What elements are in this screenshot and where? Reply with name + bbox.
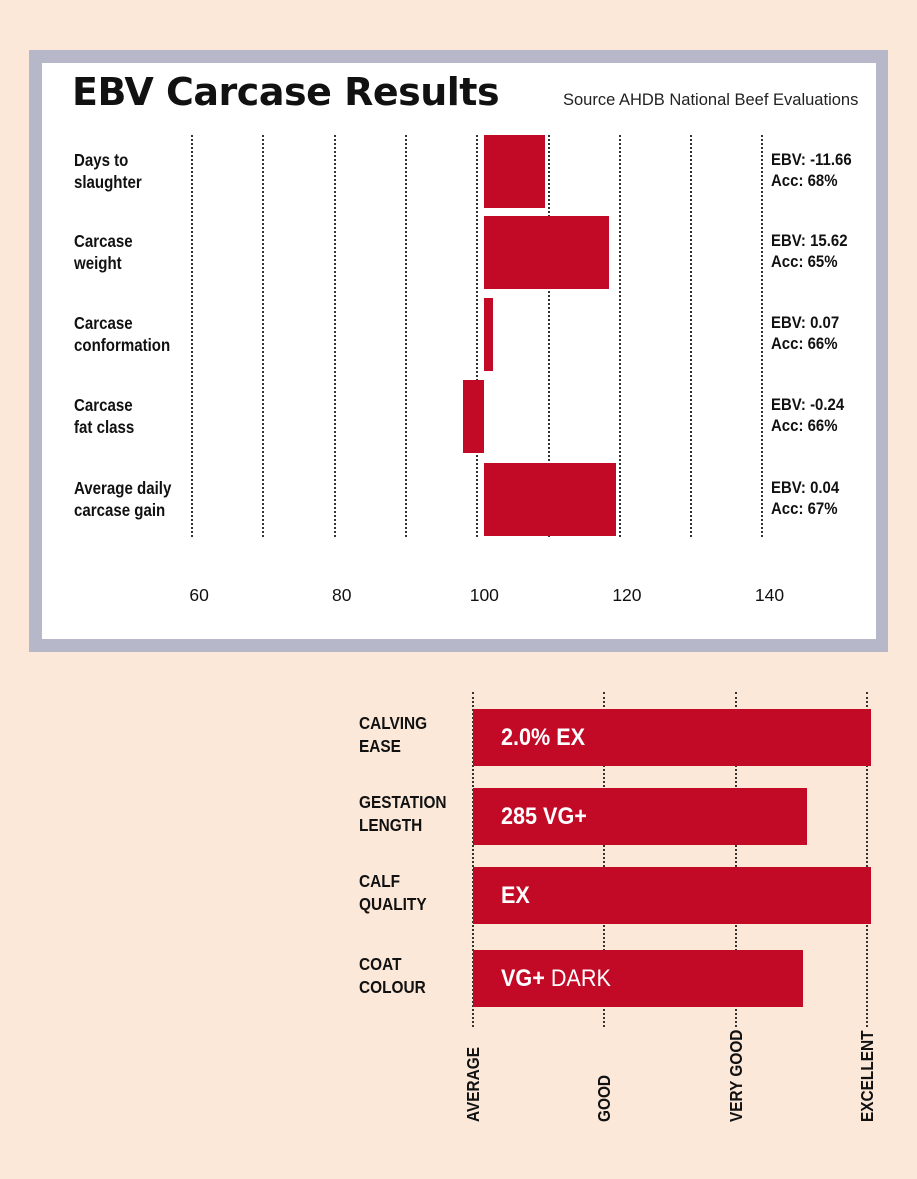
trait-bar-label-strong-0: 2.0% EX — [501, 723, 586, 751]
trait-bar-1: 285 VG+ — [473, 788, 807, 845]
bar-1 — [484, 216, 610, 289]
x-tick-label-0: 60 — [189, 585, 209, 605]
chart-panel — [42, 63, 876, 639]
gridline-6 — [618, 135, 621, 537]
grade-label-0: AVERAGE — [463, 1046, 483, 1122]
grade-label-1: GOOD — [594, 1074, 615, 1122]
x-tick-label-4: 140 — [754, 585, 785, 605]
grade-gridline-1 — [603, 692, 606, 1027]
bar-3 — [462, 380, 485, 453]
category-label-0: Days to slaughter — [74, 149, 142, 192]
trait-bar-label-strong-1: 285 VG+ — [501, 802, 587, 830]
bar-4 — [484, 463, 617, 536]
trait-bar-label-strong-3: VG+ — [501, 964, 545, 992]
chart-title: EBV Carcase Results — [72, 70, 500, 114]
gridline-3 — [404, 135, 407, 537]
ebv-annotation-0: EBV: -11.66 Acc: 68% — [771, 149, 852, 190]
category-label-2: Carcase conformation — [74, 312, 171, 355]
trait-label-0: CALVING EASE — [359, 713, 428, 756]
gridline-2 — [333, 135, 336, 537]
bar-2 — [484, 298, 493, 371]
category-label-1: Carcase weight — [74, 230, 133, 273]
gridline-1 — [262, 135, 265, 537]
trait-bar-label-0: 2.0% EX — [501, 723, 586, 751]
trait-bar-label-2: EX — [501, 881, 530, 909]
gridline-8 — [761, 135, 764, 537]
trait-bar-2: EX — [473, 867, 871, 924]
trait-bar-label-light-3: DARK — [544, 964, 611, 992]
gridline-0 — [191, 135, 193, 537]
trait-bar-label-3: VG+ DARK — [501, 964, 611, 992]
trait-bar-3: VG+ DARK — [473, 950, 803, 1007]
ebv-annotation-1: EBV: 15.62 Acc: 65% — [771, 230, 848, 271]
ebv-annotation-4: EBV: 0.04 Acc: 67% — [771, 477, 840, 518]
bar-0 — [484, 135, 545, 208]
trait-bar-0: 2.0% EX — [473, 709, 871, 766]
grade-gridline-2 — [734, 692, 737, 1027]
ebv-annotation-2: EBV: 0.07 Acc: 66% — [771, 312, 840, 353]
grade-label-3: EXCELLENT — [856, 1030, 877, 1122]
trait-label-3: COAT COLOUR — [359, 954, 426, 997]
gridline-4 — [476, 135, 479, 537]
trait-bar-label-strong-2: EX — [501, 881, 530, 909]
x-tick-label-3: 120 — [612, 585, 642, 605]
grade-gridline-0 — [472, 692, 474, 1027]
trait-label-2: CALF QUALITY — [359, 871, 427, 914]
trait-label-1: GESTATION LENGTH — [359, 792, 447, 835]
grade-gridline-3 — [865, 692, 868, 1027]
gridline-5 — [547, 135, 550, 537]
ebv-annotation-3: EBV: -0.24 Acc: 66% — [771, 394, 845, 435]
category-label-3: Carcase fat class — [74, 394, 135, 437]
x-tick-label-2: 100 — [469, 585, 499, 605]
category-label-4: Average daily carcase gain — [74, 477, 172, 520]
grade-label-2: VERY GOOD — [725, 1029, 746, 1122]
chart-source: Source AHDB National Beef Evaluations — [563, 91, 859, 109]
x-tick-label-1: 80 — [331, 585, 352, 605]
gridline-7 — [690, 135, 693, 537]
trait-bar-label-1: 285 VG+ — [501, 802, 587, 830]
